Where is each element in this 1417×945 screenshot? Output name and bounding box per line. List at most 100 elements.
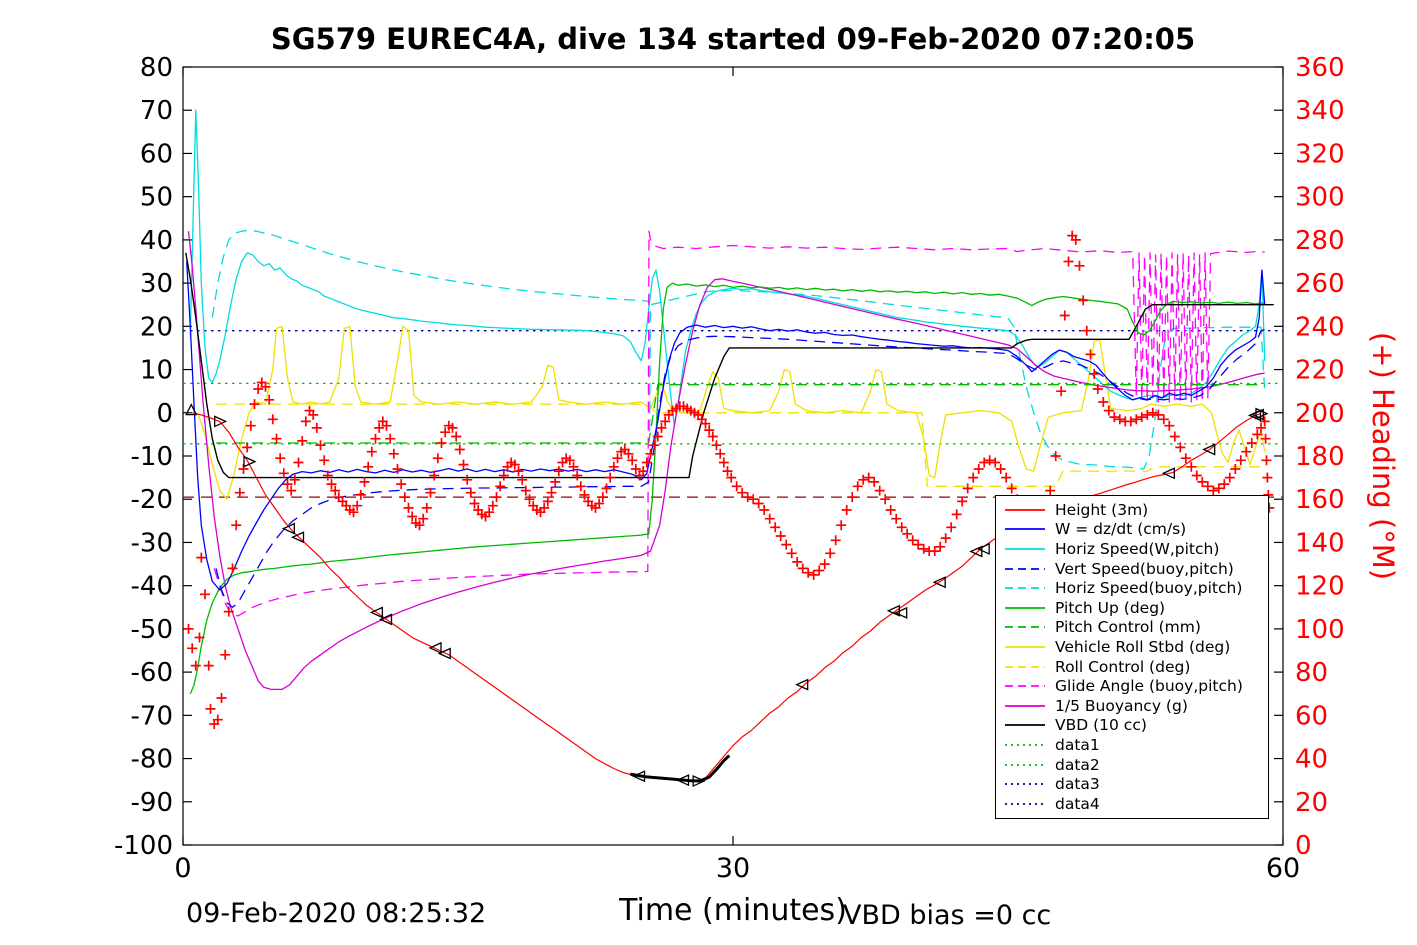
- legend-item-data4: data4: [996, 794, 1268, 814]
- legend-line-sample: [1005, 508, 1045, 511]
- legend-label: Height (3m): [1055, 500, 1149, 519]
- legend-item-vbd-10-cc: VBD (10 cc): [996, 716, 1268, 736]
- legend-line-sample: [1005, 744, 1045, 746]
- dive-marker-left-triangle-icon: [1202, 443, 1216, 456]
- legend-item-horiz-speed-buoy-pitch: Horiz Speed(buoy,pitch): [996, 578, 1268, 598]
- heading-plus-markers: [183, 230, 1275, 729]
- legend-item-1-5-buoyancy-g: 1/5 Buoyancy (g): [996, 696, 1268, 716]
- x-tick-label: 60: [1266, 853, 1300, 884]
- legend-item-data1: data1: [996, 735, 1268, 755]
- legend-item-pitch-up-deg: Pitch Up (deg): [996, 598, 1268, 618]
- dive-marker-left-triangle-icon: [932, 576, 946, 589]
- y-right-tick-label: 140: [1295, 528, 1345, 558]
- dive-marker-left-triangle-icon: [437, 647, 451, 660]
- y-right-tick-label: 200: [1295, 399, 1345, 429]
- y-left-tick-label: -30: [131, 528, 173, 558]
- legend-item-w-dz-dt-cm-s: W = dz/dt (cm/s): [996, 520, 1268, 540]
- dive-marker-right-triangle-icon: [692, 775, 706, 788]
- legend-line-sample: [1005, 802, 1045, 805]
- legend-label: W = dz/dt (cm/s): [1055, 520, 1187, 539]
- legend-line-sample: [1005, 783, 1045, 786]
- y-right-tick-label: 260: [1295, 269, 1345, 299]
- dive-marker-left-triangle-icon: [976, 542, 990, 555]
- legend-item-vert-speed-buoy-pitch: Vert Speed(buoy,pitch): [996, 559, 1268, 579]
- y-left-tick-label: 70: [140, 96, 173, 126]
- series-vehicle-roll-stbd-deg: [197, 325, 1266, 500]
- legend-line-sample: [1005, 626, 1045, 629]
- series-pitch-control-mm: [216, 384, 1265, 444]
- series-w-dz-dt-cm-s: [186, 261, 1266, 591]
- y-right-tick-label: 120: [1295, 572, 1345, 602]
- y-right-tick-label: 300: [1295, 183, 1345, 213]
- y-left-tick-label: -60: [131, 658, 173, 688]
- x-tick-label: 0: [174, 853, 191, 884]
- y-left-tick-label: -20: [131, 485, 173, 515]
- series-vert-speed-buoy-pitch: [215, 328, 1265, 608]
- dive-marker-right-triangle-icon: [1255, 407, 1269, 420]
- y-right-tick-label: 160: [1295, 485, 1345, 515]
- y-left-tick-label: 50: [140, 183, 173, 213]
- y-left-tick-label: 80: [140, 53, 173, 83]
- legend-label: Roll Control (deg): [1055, 657, 1191, 676]
- y-left-tick-label: -100: [114, 831, 173, 861]
- dive-marker-left-triangle-icon: [1250, 408, 1264, 421]
- y-left-tick-label: -70: [131, 701, 173, 731]
- series-1-5-buoyancy-g: [187, 231, 1265, 691]
- dive-marker-up-triangle-icon: [185, 403, 198, 416]
- y-left-tick-label: -10: [131, 442, 173, 472]
- y-right-tick-label: 80: [1295, 658, 1328, 688]
- y-right-tick-label: 340: [1295, 96, 1345, 126]
- legend-label: Horiz Speed(W,pitch): [1055, 539, 1220, 558]
- series-pitch-up-deg: [189, 282, 1265, 694]
- y-left-tick-label: -50: [131, 615, 173, 645]
- y-left-tick-label: 30: [140, 269, 173, 299]
- y-right-tick-label: 180: [1295, 442, 1345, 472]
- legend: Height (3m) W = dz/dt (cm/s) Horiz Speed(W…: [995, 495, 1269, 819]
- y-right-tick-label: 320: [1295, 139, 1345, 169]
- y-right-tick-label: 40: [1295, 745, 1328, 775]
- dive-marker-left-triangle-icon: [281, 522, 295, 535]
- legend-label: Glide Angle (buoy,pitch): [1055, 677, 1243, 696]
- legend-label: Horiz Speed(buoy,pitch): [1055, 579, 1243, 598]
- dive-marker-left-triangle-icon: [428, 641, 442, 654]
- series-apogee-track: [630, 754, 731, 783]
- chart-title: SG579 EUREC4A, dive 134 started 09-Feb-2…: [270, 22, 1196, 56]
- legend-item-height-3m: Height (3m): [996, 500, 1268, 520]
- legend-item-roll-control-deg: Roll Control (deg): [996, 657, 1268, 677]
- y-left-tick-label: 40: [140, 226, 173, 256]
- dive-marker-left-triangle-icon: [378, 613, 393, 626]
- dive-marker-left-triangle-icon: [369, 606, 383, 619]
- legend-label: Vehicle Roll Stbd (deg): [1055, 637, 1231, 656]
- legend-line-sample: [1005, 606, 1045, 609]
- y-right-tick-label: 360: [1295, 53, 1345, 83]
- dive-marker-left-triangle-icon: [795, 678, 809, 691]
- legend-label: data3: [1055, 775, 1100, 794]
- legend-item-horiz-speed-w-pitch: Horiz Speed(W,pitch): [996, 539, 1268, 559]
- legend-label: Pitch Up (deg): [1055, 598, 1166, 617]
- dive-marker-left-triangle-icon: [290, 531, 305, 544]
- series-horiz-speed-w-pitch: [189, 109, 1266, 427]
- x-axis-label: Time (minutes): [619, 893, 847, 928]
- y-right-tick-label: 240: [1295, 312, 1345, 342]
- y-left-tick-label: 20: [140, 312, 173, 342]
- series-vbd-10-cc: [185, 252, 1274, 479]
- legend-item-data2: data2: [996, 755, 1268, 775]
- legend-line-sample: [1005, 587, 1045, 590]
- y-left-tick-label: 10: [140, 356, 173, 386]
- legend-label: 1/5 Buoyancy (g): [1055, 696, 1188, 715]
- y-left-tick-label: 0: [156, 399, 173, 429]
- y-left-tick-label: -90: [131, 788, 173, 818]
- y-right-tick-label: 20: [1295, 788, 1328, 818]
- dive-marker-left-triangle-icon: [675, 774, 690, 787]
- legend-item-data3: data3: [996, 774, 1268, 794]
- y-right-tick-label: 0: [1295, 831, 1312, 861]
- series-glide-angle-buoy-pitch: [213, 230, 1265, 617]
- y-right-tick-label: 100: [1295, 615, 1345, 645]
- legend-label: data1: [1055, 735, 1100, 754]
- right-axis-label: (+) Heading (°M): [1366, 331, 1400, 581]
- legend-line-sample: [1005, 665, 1045, 668]
- series-layer: [183, 109, 1283, 788]
- y-right-tick-label: 280: [1295, 226, 1345, 256]
- series-roll-control-deg: [216, 403, 1265, 487]
